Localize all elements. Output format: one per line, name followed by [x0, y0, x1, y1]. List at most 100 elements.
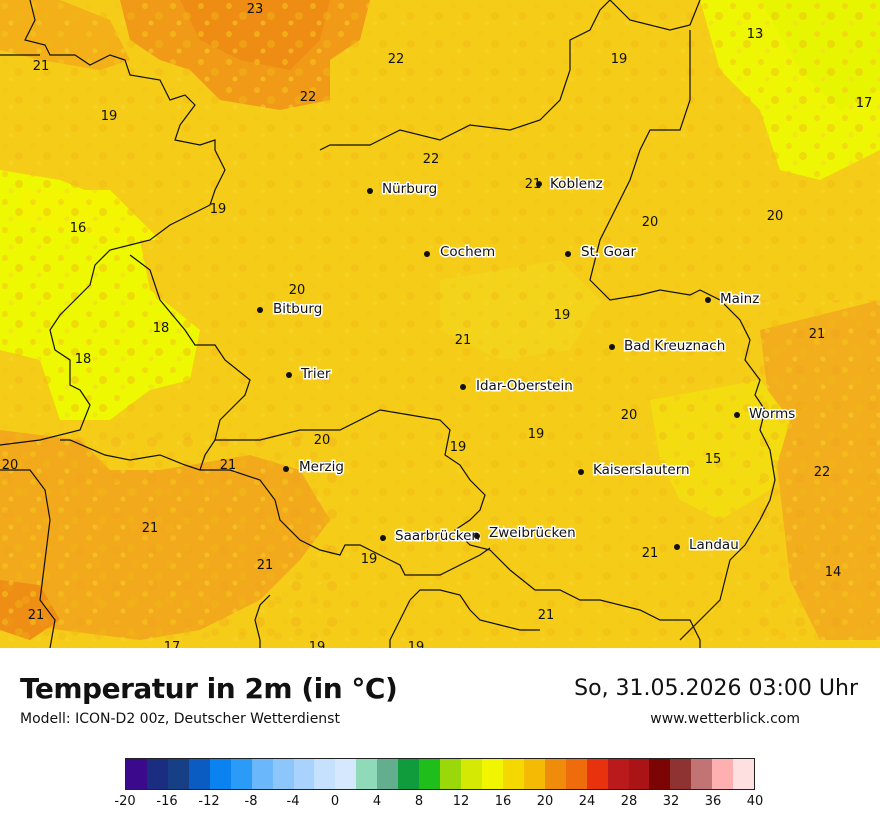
color-swatch [230, 759, 252, 789]
color-swatch [335, 759, 357, 789]
temp-label: 20 [314, 433, 331, 448]
color-swatch [146, 759, 168, 789]
color-swatch [377, 759, 399, 789]
color-swatch [712, 759, 734, 789]
model-info: Modell: ICON-D2 00z, Deutscher Wetterdie… [20, 711, 340, 727]
temp-label: 19 [309, 640, 326, 648]
temp-label: 17 [856, 96, 873, 111]
color-scale [125, 758, 755, 790]
city-label: Kaiserslautern [593, 462, 690, 478]
city-label: Worms [749, 406, 795, 422]
temp-label: 20 [289, 283, 306, 298]
color-swatch [126, 759, 147, 789]
city-bad-kreuznach: Bad Kreuznach [609, 337, 727, 356]
color-swatch [502, 759, 524, 789]
city-label: Landau [689, 537, 739, 553]
scale-tick-label: 4 [372, 794, 382, 809]
city-kaiserslautern: Kaiserslautern [578, 461, 691, 480]
temp-label: 19 [361, 552, 378, 567]
color-swatch [628, 759, 650, 789]
color-swatch [251, 759, 273, 789]
color-swatch [733, 759, 755, 789]
scale-tick-label: 16 [494, 794, 512, 809]
color-swatch [419, 759, 441, 789]
city-label: Cochem [440, 244, 495, 260]
scale-tick-label: -4 [286, 794, 300, 809]
city-saarbruecken: Saarbrücken [380, 527, 481, 546]
color-swatch [209, 759, 231, 789]
city-label: Bad Kreuznach [624, 338, 725, 354]
scale-tick-label: -8 [244, 794, 258, 809]
temp-label: 15 [705, 452, 722, 467]
color-swatch [461, 759, 482, 789]
city-label: Idar-Oberstein [476, 378, 573, 394]
temp-label: 17 [164, 640, 181, 648]
temp-label: 19 [611, 52, 628, 67]
temperature-labels: 23 22 22 21 19 19 13 17 22 21 16 19 20 2… [2, 2, 873, 648]
temp-label: 21 [525, 177, 542, 192]
color-swatch [356, 759, 378, 789]
scale-tick-label: -16 [156, 794, 178, 809]
city-label: Zweibrücken [489, 525, 576, 541]
scale-tick-label: -12 [198, 794, 220, 809]
temp-label: 21 [809, 327, 826, 342]
city-label: Saarbrücken [395, 528, 480, 544]
temp-label: 22 [388, 52, 405, 67]
temp-label: 19 [528, 427, 545, 442]
city-nurburg: Nürburg [367, 180, 439, 199]
temp-label: 19 [450, 440, 467, 455]
temp-label: 21 [28, 608, 45, 623]
city-cochem: Cochem [424, 243, 497, 262]
city-label: Mainz [720, 291, 759, 307]
temp-label: 21 [220, 458, 237, 473]
temp-label: 21 [142, 521, 159, 536]
scale-tick-label: 0 [330, 794, 340, 809]
color-swatch [607, 759, 629, 789]
temp-label: 21 [642, 546, 659, 561]
temp-label: 19 [408, 640, 425, 648]
city-merzig: Merzig [283, 458, 345, 477]
scale-tick-label: 40 [746, 794, 764, 809]
temp-label: 19 [554, 308, 571, 323]
scale-tick-label: 20 [536, 794, 554, 809]
temp-label: 14 [825, 565, 842, 580]
temp-label: 20 [621, 408, 638, 423]
color-scale-ticks: -20 -16 -12 -8 -4 0 4 8 12 16 20 24 28 32 36 40 [114, 794, 763, 814]
city-zweibruecken: Zweibrücken [474, 524, 577, 543]
city-idar-oberstein: Idar-Oberstein [460, 377, 574, 396]
city-label: Koblenz [550, 176, 603, 192]
temp-label: 20 [2, 458, 19, 473]
scale-tick-label: 28 [620, 794, 638, 809]
website-link[interactable]: www.wetterblick.com [650, 711, 800, 727]
scale-tick-label: 24 [578, 794, 596, 809]
temp-label: 19 [101, 109, 118, 124]
temp-label: 20 [767, 209, 784, 224]
temp-label: 20 [642, 215, 659, 230]
color-swatch [481, 759, 503, 789]
scale-tick-label: 8 [414, 794, 424, 809]
scale-tick-label: 12 [452, 794, 470, 809]
temp-label: 22 [423, 152, 440, 167]
color-swatch [649, 759, 671, 789]
temp-label: 16 [70, 221, 87, 236]
temp-label: 13 [747, 27, 764, 42]
scale-tick-label: 36 [704, 794, 722, 809]
forecast-datetime: So, 31.05.2026 03:00 Uhr [574, 676, 858, 701]
city-label: Bitburg [273, 301, 322, 317]
color-swatch [293, 759, 315, 789]
city-label: Merzig [299, 459, 344, 475]
color-swatch [440, 759, 461, 789]
color-swatch [188, 759, 210, 789]
color-swatch [586, 759, 608, 789]
color-swatch [544, 759, 566, 789]
city-st-goar: St. Goar [565, 243, 638, 262]
city-trier: Trier [286, 365, 332, 384]
city-koblenz: Koblenz [536, 175, 604, 194]
city-bitburg: Bitburg [257, 300, 324, 319]
city-landau: Landau [674, 536, 740, 555]
temp-label: 22 [814, 465, 831, 480]
city-label: Nürburg [382, 181, 437, 197]
color-swatch [272, 759, 294, 789]
color-swatch [314, 759, 336, 789]
temp-label: 22 [300, 90, 317, 105]
